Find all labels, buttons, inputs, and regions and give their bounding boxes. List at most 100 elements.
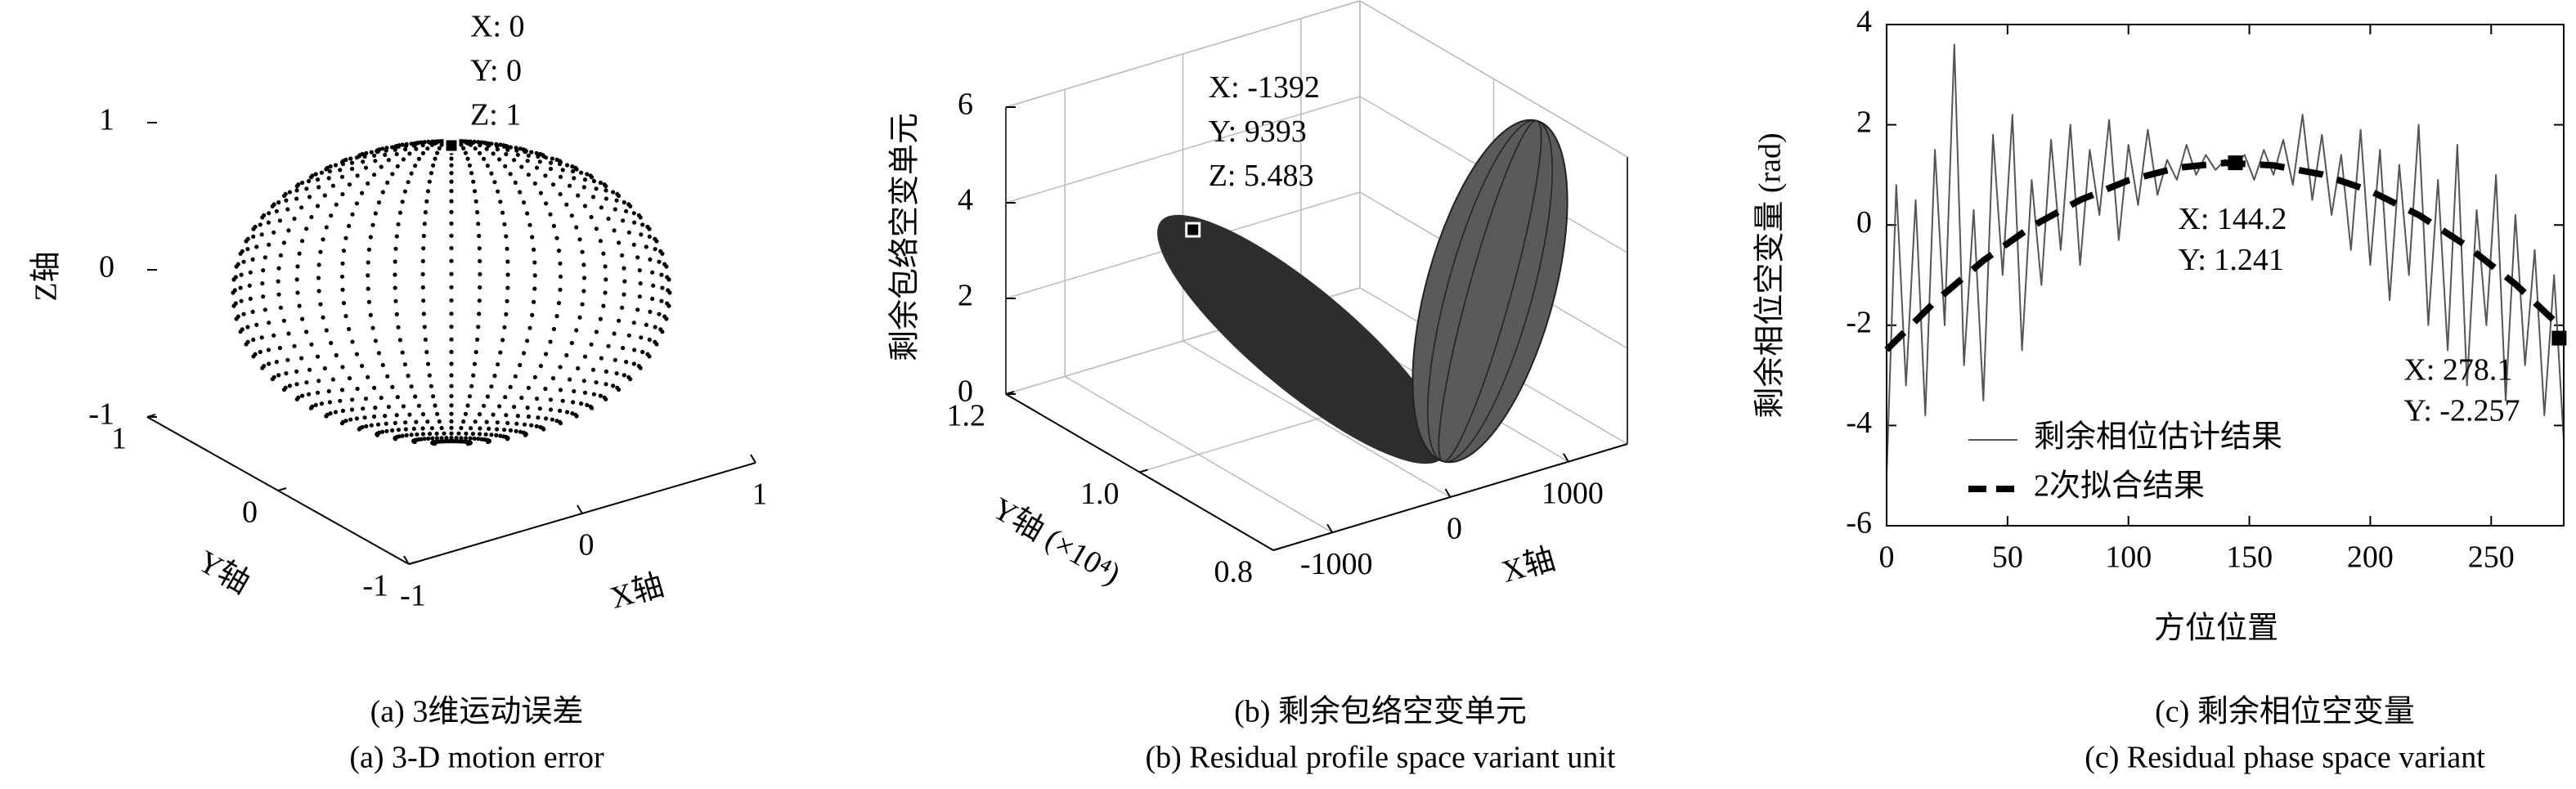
sphere-point (322, 193, 327, 198)
sphere-point (233, 301, 238, 306)
sphere-point (660, 285, 665, 290)
sphere-point (532, 247, 536, 252)
sphere-point (315, 354, 321, 359)
sphere-point (299, 205, 304, 210)
sphere-point (515, 414, 520, 419)
sphere-point (526, 414, 532, 419)
sphere-point (421, 233, 426, 239)
sphere-point (500, 338, 505, 343)
sphere-point (420, 426, 425, 431)
sphere-point (666, 277, 671, 282)
sphere-point (632, 347, 637, 352)
sphere-point (463, 150, 469, 155)
x-tick-label: 50 (1992, 540, 2023, 575)
sphere-point (659, 272, 664, 277)
sphere-point (350, 397, 355, 402)
sphere-point (449, 156, 454, 161)
sphere-point (505, 298, 509, 303)
sphere-point (599, 205, 604, 210)
sphere-point (558, 191, 563, 197)
sphere-point (532, 286, 537, 291)
sphere-point (548, 407, 554, 412)
sphere-point (469, 383, 474, 388)
sphere-point (307, 392, 312, 397)
sphere-point (598, 239, 604, 244)
sphere-point (348, 156, 353, 161)
sphere-point (647, 226, 652, 231)
sphere-point (420, 271, 425, 276)
sphere-point (422, 140, 427, 145)
sphere-point (653, 247, 657, 252)
datatip-label: Z: 5.483 (1209, 159, 1314, 193)
sphere-point (348, 417, 353, 422)
sphere-point (449, 189, 454, 194)
sphere-point (253, 352, 258, 356)
sphere-point (647, 234, 652, 239)
sphere-point (366, 247, 371, 252)
sphere-point (385, 374, 390, 379)
sphere-point (340, 261, 345, 266)
z-tick-label: 2 (958, 279, 973, 313)
sphere-point (416, 403, 421, 408)
y-tick-label: 1.2 (947, 399, 986, 433)
sphere-point (483, 432, 488, 437)
sphere-point (502, 222, 507, 226)
sphere-point (414, 419, 419, 424)
sphere-point (582, 177, 588, 182)
sphere-point (272, 230, 276, 235)
sphere-point (657, 312, 662, 316)
sphere-point (267, 211, 272, 216)
sphere-point (379, 395, 384, 401)
sphere-point (505, 272, 510, 277)
sphere-point (628, 377, 633, 382)
sphere-point (554, 314, 559, 319)
sphere-point (404, 141, 409, 146)
sphere-point (558, 287, 563, 292)
sphere-point (240, 327, 245, 332)
sphere-point (594, 226, 599, 231)
tick-mark (408, 561, 418, 565)
sphere-point (527, 222, 532, 227)
sphere-point (654, 239, 659, 244)
datatip-marker (443, 137, 460, 154)
sphere-point (261, 268, 266, 273)
sphere-point (379, 164, 384, 169)
sphere-point (442, 431, 447, 436)
sphere-point (276, 373, 281, 378)
sphere-point (463, 411, 469, 416)
sphere-point (508, 428, 514, 433)
sphere-point (497, 404, 502, 409)
sphere-point (236, 314, 240, 319)
sphere-point (281, 240, 286, 245)
y-tick-label: 2 (1856, 105, 1872, 139)
sphere-point (241, 312, 246, 316)
sphere-point (434, 431, 439, 436)
sphere-point (361, 406, 366, 411)
sphere-point (571, 400, 576, 405)
sphere-point (648, 257, 653, 262)
datatip-marker (1185, 222, 1201, 238)
sphere-point (316, 276, 321, 280)
sphere-point (340, 365, 345, 370)
sphere-point (650, 270, 655, 275)
sphere-point (397, 434, 402, 439)
sphere-point (267, 242, 272, 247)
sphere-point (439, 425, 444, 431)
sphere-point (558, 408, 563, 413)
sphere-point (363, 165, 369, 170)
sphere-point (233, 275, 238, 280)
sphere-point (478, 432, 482, 437)
x-axis-label: 方位位置 (2154, 612, 2278, 646)
sphere-point (449, 271, 454, 276)
sphere-point (278, 253, 283, 258)
sphere-point (403, 427, 408, 432)
sphere-point (380, 362, 385, 368)
sphere-point (277, 346, 282, 351)
sphere-point (400, 199, 405, 204)
sphere-point (508, 384, 513, 389)
sphere-point (343, 314, 348, 319)
sphere-point (558, 365, 563, 370)
caption-en: (b) Residual profile space variant unit (1145, 741, 1616, 775)
sphere-point (350, 339, 355, 344)
sphere-point (421, 246, 426, 251)
